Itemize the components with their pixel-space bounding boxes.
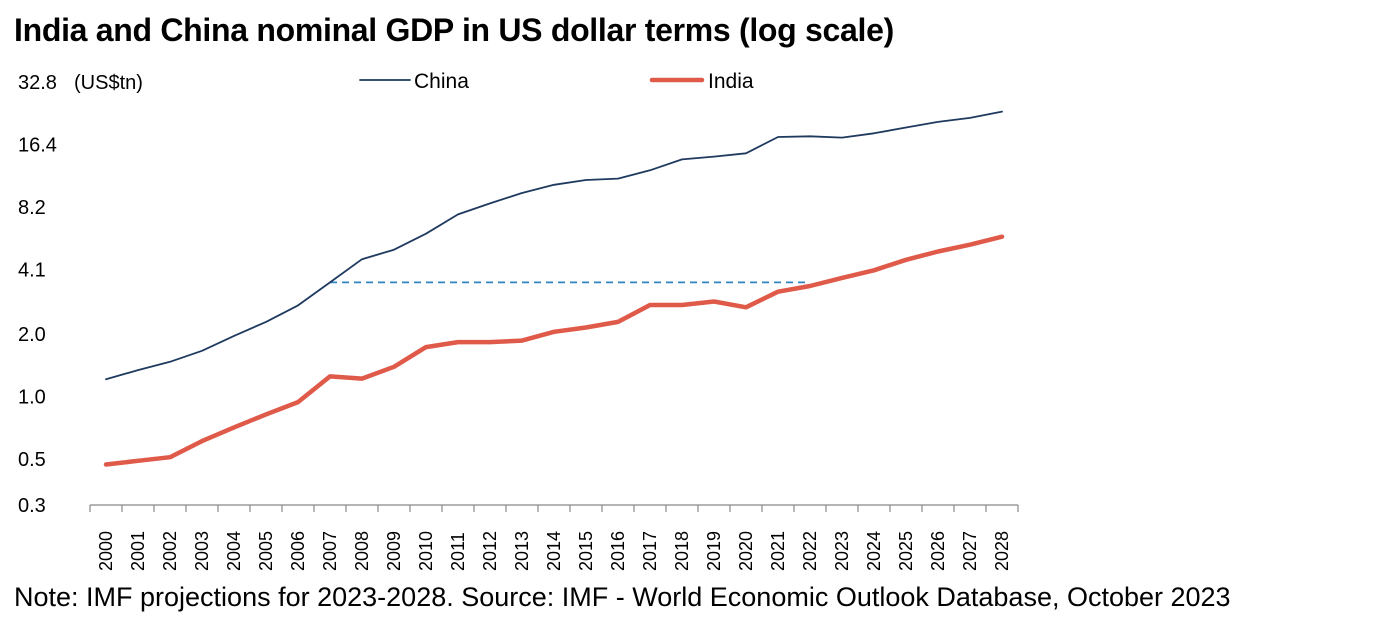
y-tick-label: 1.0	[18, 387, 46, 409]
x-tick-label: 2018	[672, 531, 692, 571]
x-tick-label: 2001	[128, 531, 148, 571]
x-tick-label: 2005	[256, 531, 276, 571]
y-tick-label: 8.2	[18, 197, 46, 219]
x-tick-label: 2012	[480, 531, 500, 571]
series-points	[105, 111, 1003, 465]
y-tick-label: 2.0	[18, 324, 46, 346]
x-tick-label: 2014	[544, 531, 564, 571]
x-tick-label: 2021	[768, 531, 788, 571]
y-axis-ticks: 0.3 0.5 1.0 2.0 4.1 8.2 16.4 32.8	[18, 72, 57, 517]
x-tick-label: 2027	[960, 531, 980, 571]
x-axis-ticks	[89, 505, 1019, 512]
chart-note: Note: IMF projections for 2023-2028. Sou…	[14, 582, 1231, 612]
x-axis-labels: 2000 2001 2002 2003 2004 2005 2006 2007 2008 2009…	[96, 531, 1012, 571]
x-tick-label: 2024	[864, 531, 884, 571]
x-tick-label: 2016	[608, 531, 628, 571]
x-tick-label: 2011	[448, 532, 468, 571]
x-tick-label: 2028	[992, 531, 1012, 571]
x-tick-label: 2017	[640, 531, 660, 571]
legend: China India	[359, 70, 754, 93]
x-tick-label: 2002	[160, 531, 180, 571]
x-tick-label: 2004	[224, 531, 244, 571]
y-tick-label: 32.8	[18, 72, 57, 94]
y-tick-label: 4.1	[18, 259, 46, 281]
y-tick-label: 16.4	[18, 134, 57, 156]
y-tick-label: 0.3	[18, 495, 46, 517]
line-chart: 0.3 0.5 1.0 2.0 4.1 8.2 16.4 32.8 (US$tn) China…	[18, 70, 1019, 571]
legend-label-india: India	[708, 70, 754, 93]
legend-label-china: China	[414, 70, 469, 93]
x-tick-label: 2007	[320, 531, 340, 571]
series-line-china	[105, 110, 1003, 381]
x-tick-label: 2022	[800, 531, 820, 571]
x-tick-label: 2023	[832, 531, 852, 571]
x-tick-label: 2003	[192, 531, 212, 571]
y-axis-unit-label: (US$tn)	[74, 72, 143, 94]
x-tick-label: 2019	[704, 531, 724, 571]
x-tick-label: 2008	[352, 531, 372, 571]
x-tick-label: 2006	[288, 531, 308, 571]
x-tick-label: 2000	[96, 531, 116, 571]
x-tick-label: 2010	[416, 531, 436, 571]
y-tick-label: 0.5	[18, 449, 46, 471]
chart-title: India and China nominal GDP in US dollar…	[14, 12, 894, 48]
series-line-india	[103, 234, 1005, 467]
x-tick-label: 2009	[384, 531, 404, 571]
x-tick-label: 2026	[928, 531, 948, 571]
x-tick-label: 2013	[512, 531, 532, 571]
x-tick-label: 2025	[896, 531, 916, 571]
x-tick-label: 2015	[576, 531, 596, 571]
x-tick-label: 2020	[736, 531, 756, 571]
